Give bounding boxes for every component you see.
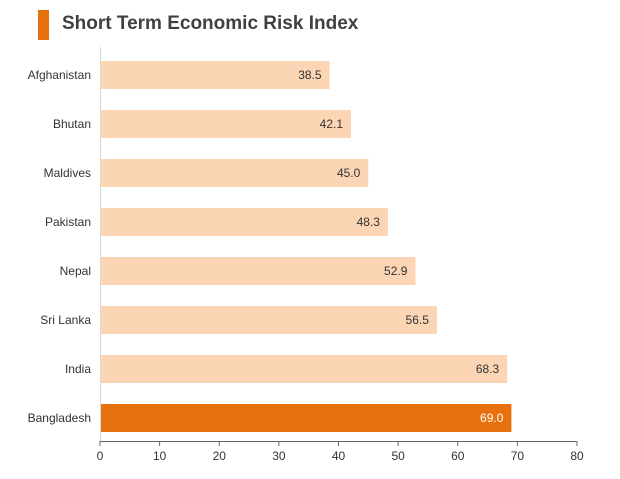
- x-tick-label: 70: [511, 449, 525, 463]
- data-label: 56.5: [406, 313, 430, 327]
- chart-title: Short Term Economic Risk Index: [62, 13, 359, 34]
- bar-maldives: [100, 159, 369, 187]
- category-label: India: [65, 362, 91, 376]
- category-label: Bhutan: [53, 117, 91, 131]
- data-label: 38.5: [298, 68, 322, 82]
- data-label: 52.9: [384, 264, 408, 278]
- data-label: 69.0: [480, 411, 504, 425]
- category-label: Pakistan: [45, 215, 91, 229]
- category-label: Nepal: [60, 264, 91, 278]
- category-label: Sri Lanka: [40, 313, 91, 327]
- category-label: Bangladesh: [28, 411, 91, 425]
- x-tick-label: 30: [272, 449, 286, 463]
- title-accent-bar: [38, 10, 49, 40]
- x-tick-label: 50: [391, 449, 405, 463]
- bar-bhutan: [100, 110, 352, 138]
- bar-nepal: [100, 257, 416, 285]
- x-tick-label: 80: [570, 449, 584, 463]
- x-tick-label: 10: [153, 449, 167, 463]
- data-label: 45.0: [337, 166, 361, 180]
- data-label: 68.3: [476, 362, 500, 376]
- x-tick-label: 0: [97, 449, 104, 463]
- bar-india: [100, 355, 508, 383]
- x-tick-label: 40: [332, 449, 346, 463]
- data-label: 48.3: [357, 215, 381, 229]
- bar-sri-lanka: [100, 306, 437, 334]
- category-label: Maldives: [44, 166, 91, 180]
- x-tick-label: 20: [213, 449, 227, 463]
- bar-pakistan: [100, 208, 388, 236]
- bar-bangladesh: [100, 404, 512, 432]
- bar-afghanistan: [100, 61, 330, 89]
- category-label: Afghanistan: [28, 68, 91, 82]
- data-label: 42.1: [320, 117, 344, 131]
- x-tick-label: 60: [451, 449, 465, 463]
